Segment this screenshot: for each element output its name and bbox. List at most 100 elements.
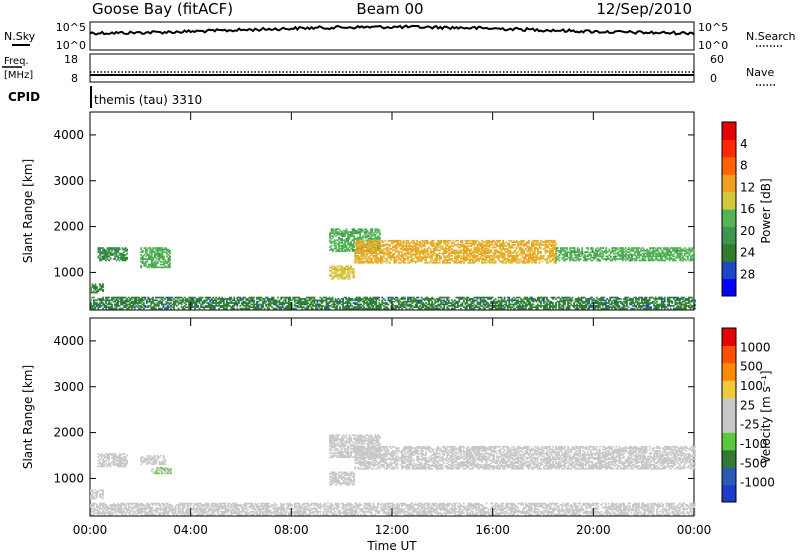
echo-cell: [375, 305, 378, 307]
echo-cell: [580, 305, 583, 307]
echo-cell: [188, 307, 190, 310]
echo-cell: [281, 302, 284, 304]
echo-cell: [540, 255, 542, 257]
echo-cell: [420, 245, 423, 248]
echo-cell: [108, 307, 110, 310]
echo-cell: [482, 303, 485, 306]
echo-cell: [360, 247, 363, 250]
echo-cell: [354, 238, 357, 240]
echo-cell: [437, 300, 440, 303]
echo-cell: [440, 306, 443, 308]
echo-cell: [526, 245, 529, 248]
echo-cell: [342, 271, 345, 273]
echo-cell: [367, 239, 370, 242]
echo-cell: [94, 291, 97, 294]
echo-cell: [347, 247, 349, 250]
echo-cell: [318, 306, 320, 308]
echo-cell: [691, 255, 694, 258]
echo-cell: [613, 258, 615, 260]
echo-cell: [637, 248, 639, 251]
echo-cell: [512, 303, 515, 306]
echo-cell: [372, 300, 375, 303]
echo-cell: [386, 307, 388, 310]
echo-cell: [500, 307, 503, 310]
echo-cell: [428, 300, 430, 303]
echo-cell: [559, 298, 562, 300]
echo-cell: [158, 302, 160, 304]
echo-cell: [605, 252, 608, 255]
echo-cell: [434, 245, 437, 248]
echo-cell: [118, 307, 121, 310]
echo-cell: [336, 239, 339, 242]
echo-cell: [485, 257, 488, 260]
echo-cell: [585, 258, 588, 260]
echo-cell: [405, 245, 408, 248]
echo-cell: [591, 247, 594, 249]
echo-cell: [479, 300, 482, 303]
echo-cell: [523, 242, 526, 245]
echo-cell: [532, 250, 535, 253]
echo-cell: [353, 272, 355, 275]
echo-cell: [550, 302, 553, 304]
echo-cell: [374, 229, 377, 232]
echo-cell: [526, 300, 529, 303]
echo-cell: [438, 307, 441, 310]
echo-cell: [390, 296, 393, 299]
echo-cell: [371, 240, 374, 243]
echo-cell: [336, 233, 339, 236]
echo-cell: [375, 300, 378, 303]
echo-cell: [248, 305, 251, 307]
echo-cell: [543, 305, 545, 307]
echo-cell: [607, 307, 610, 310]
echo-cell: [552, 249, 554, 252]
echo-cell: [392, 256, 394, 259]
echo-cell: [203, 307, 206, 310]
echo-cell: [117, 248, 119, 251]
noise-panel-frame: [89, 21, 695, 51]
echo-cell: [366, 239, 369, 242]
echo-cell: [466, 255, 468, 257]
echo-cell: [601, 307, 604, 310]
echo-cell: [102, 288, 104, 291]
echo-cell: [573, 252, 576, 255]
echo-cell: [225, 303, 228, 306]
echo-cell: [269, 302, 272, 304]
echo-cell: [595, 302, 598, 304]
echo-cell: [353, 246, 355, 248]
echo-cell: [470, 242, 473, 245]
echo-cell: [97, 306, 100, 308]
echo-cell: [210, 305, 213, 307]
echo-cell: [348, 269, 351, 272]
echo-cell: [161, 250, 164, 252]
echo-cell: [370, 249, 373, 252]
echo-cell: [370, 298, 373, 300]
echo-cell: [395, 260, 397, 263]
echo-cell: [166, 250, 168, 252]
echo-cell: [176, 305, 178, 307]
echo-cell: [354, 250, 357, 253]
echo-cell: [614, 255, 617, 258]
echo-cell: [527, 246, 530, 249]
echo-cell: [680, 256, 683, 259]
echo-cell: [509, 303, 512, 306]
echo-cell: [392, 255, 394, 257]
echo-cell: [395, 244, 397, 246]
echo-cell: [620, 255, 623, 258]
echo-cell: [378, 306, 381, 308]
echo-cell: [431, 253, 434, 256]
echo-cell: [422, 252, 424, 254]
echo-cell: [458, 261, 461, 264]
echo-cell: [435, 300, 438, 303]
echo-cell: [90, 305, 92, 307]
echo-cell: [443, 306, 446, 308]
echo-cell: [416, 250, 418, 253]
echo-cell: [315, 307, 317, 310]
echo-cell: [354, 261, 357, 264]
echo-cell: [664, 248, 667, 251]
echo-cell: [387, 256, 390, 259]
echo-cell: [369, 240, 372, 243]
echo-cell: [419, 307, 421, 310]
echo-cell: [398, 245, 400, 248]
echo-cell: [407, 242, 409, 245]
echo-cell: [561, 247, 564, 249]
